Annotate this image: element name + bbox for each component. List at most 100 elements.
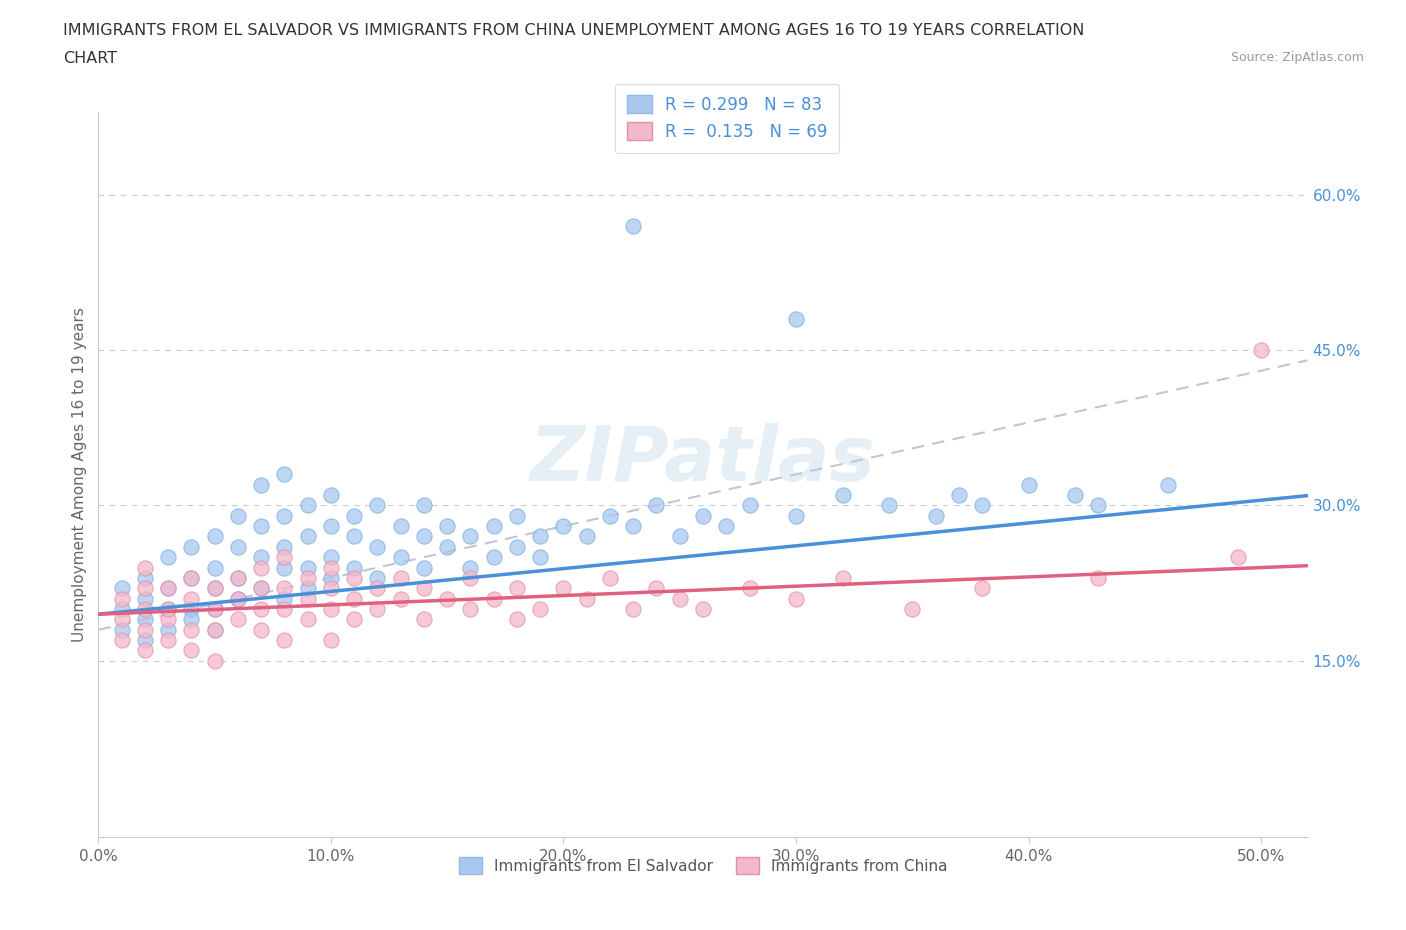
Point	[204, 622, 226, 637]
Point	[668, 591, 690, 606]
Point	[389, 550, 412, 565]
Point	[343, 509, 366, 524]
Point	[273, 591, 295, 606]
Point	[134, 632, 156, 647]
Point	[134, 602, 156, 617]
Point	[273, 632, 295, 647]
Point	[273, 467, 295, 482]
Point	[366, 539, 388, 554]
Point	[460, 602, 482, 617]
Point	[366, 570, 388, 585]
Point	[226, 591, 249, 606]
Point	[621, 602, 644, 617]
Point	[180, 602, 202, 617]
Point	[250, 622, 273, 637]
Point	[692, 602, 714, 617]
Point	[273, 602, 295, 617]
Point	[668, 529, 690, 544]
Point	[134, 570, 156, 585]
Point	[413, 529, 436, 544]
Point	[319, 570, 342, 585]
Point	[180, 539, 202, 554]
Point	[529, 550, 551, 565]
Point	[226, 591, 249, 606]
Point	[297, 612, 319, 627]
Point	[273, 581, 295, 596]
Point	[366, 602, 388, 617]
Point	[599, 570, 621, 585]
Point	[948, 487, 970, 502]
Point	[831, 570, 853, 585]
Point	[877, 498, 900, 512]
Point	[111, 602, 134, 617]
Point	[250, 581, 273, 596]
Point	[529, 602, 551, 617]
Point	[226, 509, 249, 524]
Point	[297, 591, 319, 606]
Point	[157, 622, 180, 637]
Point	[157, 581, 180, 596]
Point	[250, 477, 273, 492]
Point	[134, 643, 156, 658]
Point	[460, 560, 482, 575]
Point	[645, 581, 668, 596]
Point	[924, 509, 946, 524]
Point	[645, 498, 668, 512]
Point	[692, 509, 714, 524]
Point	[319, 581, 342, 596]
Point	[111, 591, 134, 606]
Point	[343, 570, 366, 585]
Point	[273, 560, 295, 575]
Point	[785, 312, 807, 326]
Point	[389, 570, 412, 585]
Point	[343, 529, 366, 544]
Point	[250, 560, 273, 575]
Legend: Immigrants from El Salvador, Immigrants from China: Immigrants from El Salvador, Immigrants …	[453, 851, 953, 880]
Point	[1064, 487, 1087, 502]
Point	[343, 612, 366, 627]
Text: ZIPatlas: ZIPatlas	[530, 423, 876, 497]
Point	[204, 602, 226, 617]
Point	[785, 509, 807, 524]
Point	[413, 612, 436, 627]
Point	[389, 591, 412, 606]
Point	[482, 591, 505, 606]
Point	[204, 581, 226, 596]
Point	[297, 498, 319, 512]
Point	[297, 529, 319, 544]
Point	[785, 591, 807, 606]
Point	[111, 622, 134, 637]
Point	[436, 519, 458, 534]
Point	[250, 550, 273, 565]
Point	[436, 539, 458, 554]
Point	[506, 509, 529, 524]
Point	[506, 581, 529, 596]
Point	[157, 550, 180, 565]
Point	[482, 519, 505, 534]
Point	[506, 612, 529, 627]
Point	[343, 560, 366, 575]
Point	[250, 602, 273, 617]
Point	[204, 602, 226, 617]
Point	[831, 487, 853, 502]
Text: Source: ZipAtlas.com: Source: ZipAtlas.com	[1230, 51, 1364, 64]
Point	[134, 622, 156, 637]
Point	[319, 550, 342, 565]
Point	[413, 498, 436, 512]
Point	[111, 581, 134, 596]
Point	[553, 519, 575, 534]
Point	[716, 519, 738, 534]
Point	[226, 570, 249, 585]
Point	[157, 612, 180, 627]
Point	[460, 570, 482, 585]
Point	[134, 560, 156, 575]
Point	[413, 560, 436, 575]
Y-axis label: Unemployment Among Ages 16 to 19 years: Unemployment Among Ages 16 to 19 years	[72, 307, 87, 642]
Point	[273, 509, 295, 524]
Point	[621, 519, 644, 534]
Point	[343, 591, 366, 606]
Point	[1226, 550, 1249, 565]
Text: IMMIGRANTS FROM EL SALVADOR VS IMMIGRANTS FROM CHINA UNEMPLOYMENT AMONG AGES 16 : IMMIGRANTS FROM EL SALVADOR VS IMMIGRANT…	[63, 23, 1084, 38]
Point	[180, 591, 202, 606]
Point	[575, 529, 598, 544]
